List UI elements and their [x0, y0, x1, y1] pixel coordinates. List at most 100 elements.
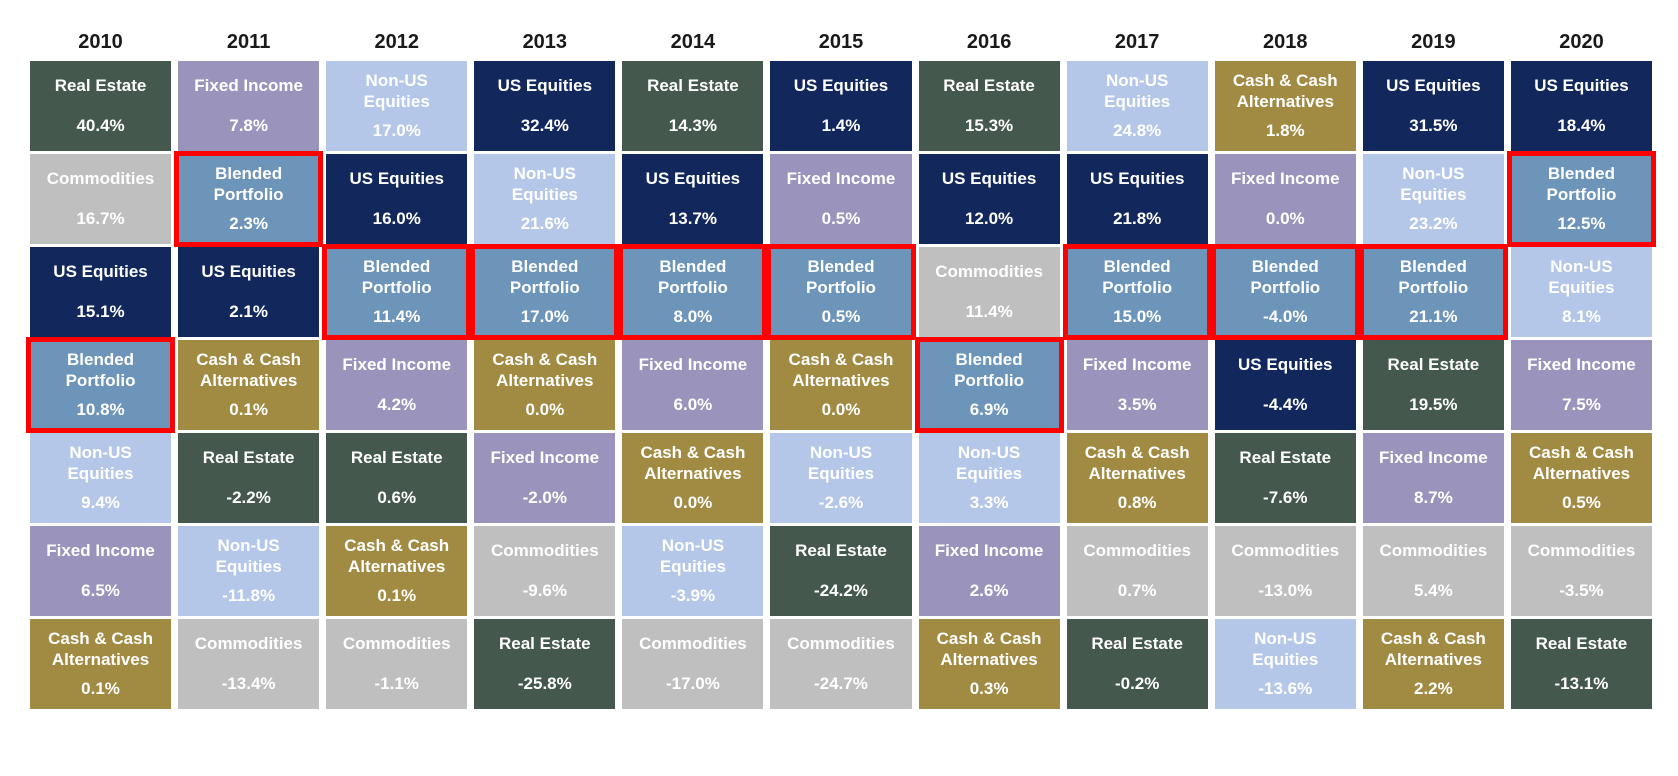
asset-label: US Equities	[1386, 76, 1481, 96]
asset-return-value: 16.0%	[372, 208, 421, 228]
asset-return-value: 10.8%	[76, 399, 125, 419]
asset-cell-blended: Blended Portfolio 12.5%	[1506, 151, 1657, 247]
asset-return-value: 15.1%	[76, 301, 125, 321]
asset-return-value: 0.0%	[673, 492, 713, 512]
asset-label: Non-US Equities	[363, 71, 430, 111]
asset-label: Blended Portfolio	[657, 257, 728, 297]
asset-cell-non-us: Non-US Equities 17.0%	[326, 61, 468, 151]
asset-label: Commodities	[1083, 541, 1192, 561]
asset-return-value: 11.4%	[965, 301, 1013, 321]
asset-cell-cash: Cash & Cash Alternatives 0.1%	[178, 340, 320, 430]
year-column-2015: 2015 US Equities 1.4% Fixed Income 0.5% Blend…	[766, 26, 916, 709]
asset-label: Blended Portfolio	[954, 350, 1025, 390]
asset-label: Non-US Equities	[956, 443, 1023, 483]
asset-cell-blended: Blended Portfolio 15.0%	[1062, 244, 1212, 340]
asset-label: Non-US Equities	[1400, 164, 1467, 204]
year-column-2011: 2011 Fixed Income 7.8% Blended Portfolio 2.3…	[174, 26, 324, 709]
asset-cell-blended: Blended Portfolio 10.8%	[25, 337, 176, 433]
asset-return-value: 0.3%	[969, 678, 1009, 698]
asset-cell-blended: Blended Portfolio 2.3%	[174, 151, 324, 247]
asset-label: Cash & Cash Alternatives	[1529, 443, 1634, 483]
year-header: 2018	[1263, 31, 1308, 53]
asset-cell-fixed-income: Fixed Income 2.6%	[918, 526, 1060, 616]
asset-label: Fixed Income	[1527, 355, 1636, 375]
asset-cell-us-equities: US Equities 13.7%	[622, 154, 764, 244]
asset-return-value: 0.0%	[1265, 208, 1305, 228]
asset-label: Blended Portfolio	[213, 164, 284, 204]
asset-label: Commodities	[490, 541, 599, 561]
year-header: 2013	[522, 31, 568, 53]
asset-cell-blended: Blended Portfolio -4.0%	[1210, 244, 1360, 340]
asset-cell-real-estate: Real Estate 40.4%	[30, 61, 172, 151]
asset-cell-non-us: Non-US Equities 9.4%	[30, 433, 172, 523]
asset-return-value: -4.4%	[1263, 394, 1308, 414]
asset-label: Cash & Cash Alternatives	[1380, 629, 1486, 669]
asset-label: Fixed Income	[934, 541, 1044, 561]
asset-label: Real Estate	[202, 448, 295, 468]
asset-cell-us-equities: US Equities 12.0%	[918, 154, 1060, 244]
asset-label: US Equities	[645, 169, 741, 189]
asset-cell-real-estate: Real Estate -2.2%	[178, 433, 320, 523]
asset-cell-non-us: Non-US Equities 23.2%	[1362, 154, 1504, 244]
asset-return-value: 0.1%	[377, 585, 417, 605]
asset-label: Fixed Income	[490, 448, 600, 468]
year-column-2017: 2017 Non-US Equities 24.8% US Equities 21.8%…	[1062, 26, 1212, 709]
asset-label: Fixed Income	[638, 355, 748, 375]
asset-cell-us-equities: US Equities 15.1%	[30, 247, 172, 337]
asset-label: Real Estate	[498, 634, 591, 654]
asset-return-value: -24.2%	[814, 580, 868, 600]
asset-return-value: 0.0%	[821, 399, 861, 419]
year-column-2013: 2013 US Equities 32.4% Non-US Equities 21.6%…	[470, 26, 620, 709]
asset-cell-non-us: Non-US Equities -13.6%	[1214, 619, 1356, 709]
asset-return-value: 18.4%	[1557, 115, 1606, 135]
asset-label: Blended Portfolio	[361, 257, 432, 297]
asset-return-value: 0.8%	[1117, 492, 1157, 512]
asset-cell-commodities: Commodities -24.7%	[770, 619, 912, 709]
asset-label: Commodities	[935, 262, 1043, 282]
asset-label: Fixed Income	[1082, 355, 1192, 375]
asset-label: Cash & Cash Alternatives	[788, 350, 894, 390]
asset-return-value: 17.0%	[520, 306, 569, 326]
asset-return-value: -2.6%	[818, 492, 864, 512]
asset-label: Blended Portfolio	[65, 350, 136, 390]
asset-cell-real-estate: Real Estate -7.6%	[1214, 433, 1356, 523]
asset-label: Real Estate	[1239, 448, 1332, 468]
asset-label: Blended Portfolio	[1102, 257, 1173, 297]
asset-label: Cash & Cash Alternatives	[492, 350, 598, 390]
asset-return-value: -3.5%	[1559, 580, 1604, 600]
asset-cell-us-equities: US Equities 16.0%	[326, 154, 468, 244]
asset-cell-non-us: Non-US Equities 21.6%	[474, 154, 616, 244]
asset-return-value: -0.2%	[1114, 673, 1160, 693]
year-column-2012: 2012 Non-US Equities 17.0% US Equities 16.0%…	[322, 26, 472, 709]
asset-cell-commodities: Commodities 16.7%	[30, 154, 172, 244]
asset-cell-us-equities: US Equities 21.8%	[1066, 154, 1208, 244]
asset-return-value: 32.4%	[520, 115, 569, 135]
asset-label: Cash & Cash Alternatives	[196, 350, 302, 390]
asset-return-value: 12.0%	[964, 208, 1014, 228]
asset-return-value: 5.4%	[1413, 580, 1453, 600]
asset-cell-real-estate: Real Estate -13.1%	[1510, 619, 1652, 709]
asset-return-value: -13.6%	[1258, 678, 1313, 698]
asset-cell-commodities: Commodities 0.7%	[1066, 526, 1208, 616]
asset-label: Commodities	[787, 634, 895, 654]
asset-cell-cash: Cash & Cash Alternatives 0.5%	[1510, 433, 1652, 523]
asset-label: Non-US Equities	[511, 164, 578, 204]
asset-label: Fixed Income	[1379, 448, 1488, 468]
asset-return-value: 8.1%	[1562, 306, 1601, 326]
asset-return-value: 21.8%	[1113, 208, 1162, 228]
asset-return-value: -7.6%	[1263, 487, 1308, 507]
asset-label: US Equities	[349, 169, 444, 189]
asset-return-value: 0.1%	[229, 399, 268, 419]
asset-return-value: -13.0%	[1258, 580, 1313, 600]
asset-return-value: -2.0%	[522, 487, 568, 507]
asset-return-value: 1.4%	[821, 115, 861, 135]
asset-label: Non-US Equities	[215, 536, 282, 576]
asset-cell-real-estate: Real Estate -0.2%	[1066, 619, 1208, 709]
asset-cell-cash: Cash & Cash Alternatives 0.0%	[474, 340, 616, 430]
asset-label: Non-US Equities	[659, 536, 726, 576]
asset-cell-commodities: Commodities -1.1%	[326, 619, 468, 709]
asset-return-value: 0.5%	[821, 208, 861, 228]
asset-label: Commodities	[1527, 541, 1636, 561]
asset-return-value: 7.5%	[1562, 394, 1601, 414]
